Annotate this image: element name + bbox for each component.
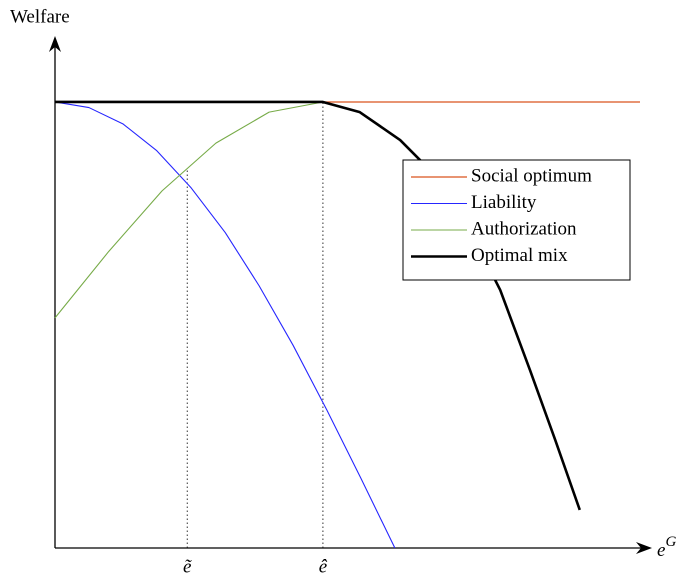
y-axis-label: Welfare [10,6,70,27]
legend-label: Social optimum [471,165,592,186]
legend-label: Liability [471,192,537,213]
line [54,101,324,319]
x-tick-label: ê [319,556,328,577]
line [54,101,396,549]
x-axis-arrow [636,542,652,554]
legend-box [402,159,631,281]
x-axis-label-base: e [657,540,665,561]
legend-label: Authorization [471,218,577,239]
x-tick-label: ẽ [183,556,192,577]
y-axis-arrow [49,36,61,52]
x-axis-label-sup: G [665,534,676,550]
x-axis-label: eG [657,534,676,561]
legend: Social optimum Liability Authorization Opti… [402,159,631,281]
legend-label: Optimal mix [471,245,568,266]
